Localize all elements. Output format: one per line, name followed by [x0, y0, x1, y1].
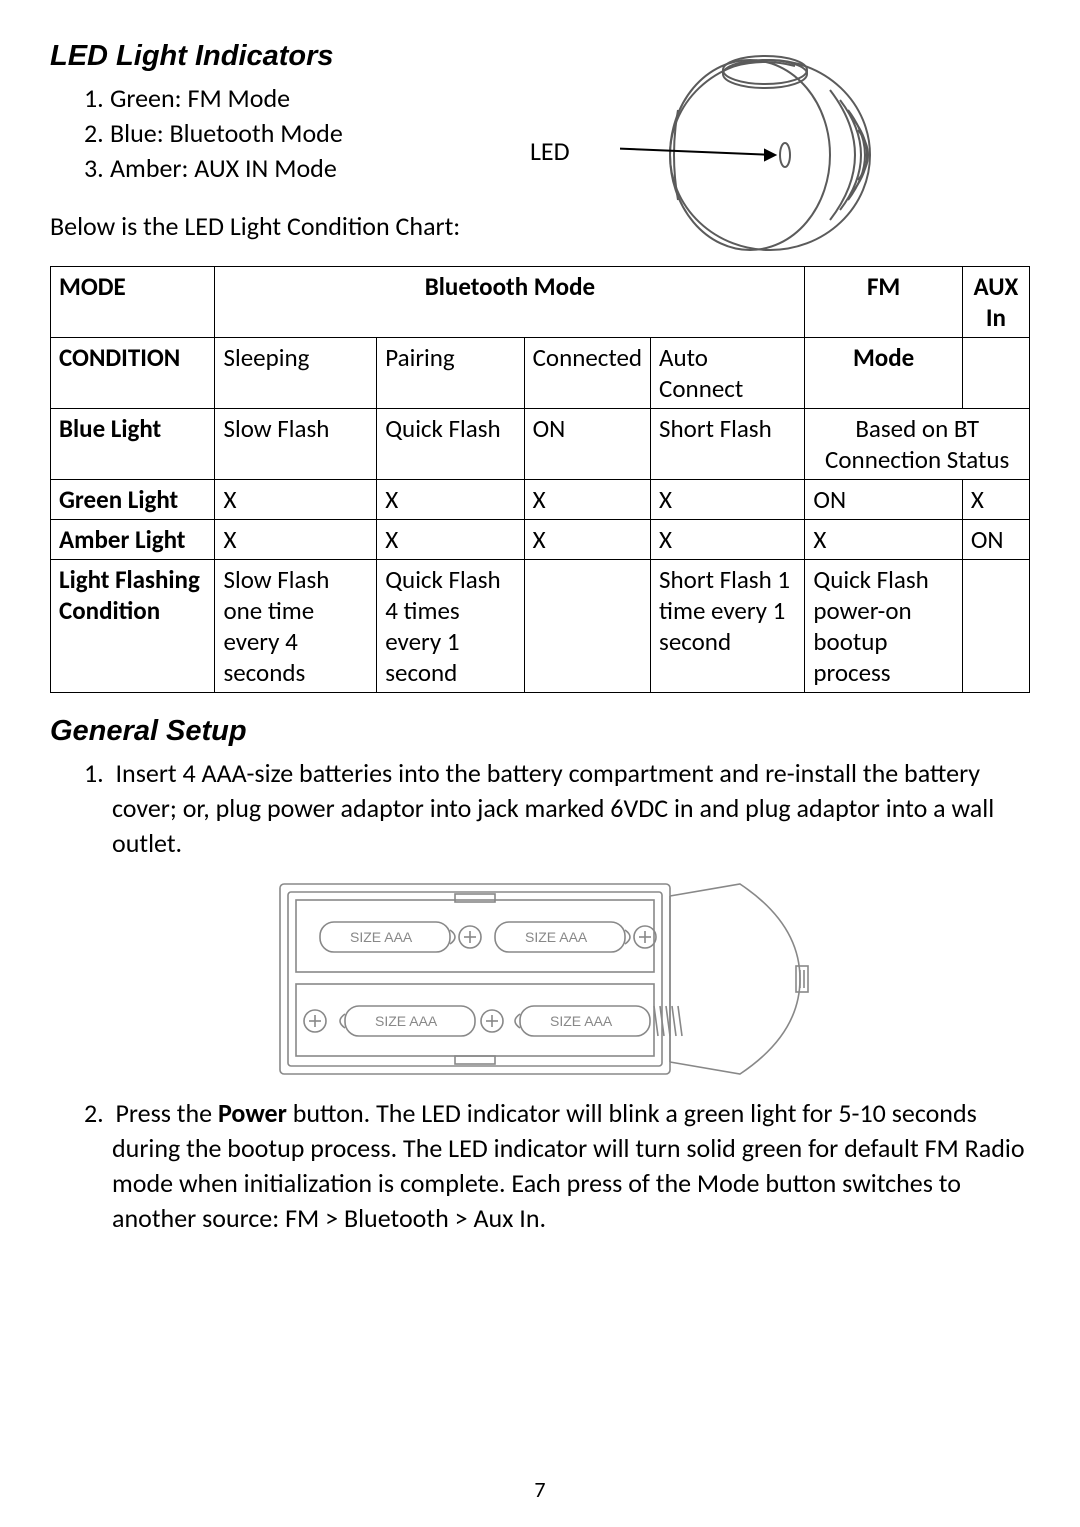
cell: Based on BT Connection Status: [805, 409, 1030, 480]
list-item: 3.Amber: AUX IN Mode: [84, 151, 490, 186]
battery-compartment-diagram: SIZE AAA SIZE AAA SIZE AAA SIZE AAA: [260, 874, 820, 1084]
chart-intro-text: Below is the LED Light Condition Chart:: [50, 210, 490, 242]
cell: X: [651, 520, 805, 560]
cell: X: [524, 480, 650, 520]
cell: X: [524, 520, 650, 560]
th-aux: AUX In: [962, 267, 1029, 338]
step-text: Press the: [116, 1097, 219, 1129]
cell: Short Flash: [651, 409, 805, 480]
led-condition-table: MODE Bluetooth Mode FM AUX In CONDITION …: [50, 266, 1030, 693]
section-title-setup: General Setup: [50, 715, 1030, 748]
cell: Quick Flash: [377, 409, 524, 480]
th-bluetooth: Bluetooth Mode: [215, 267, 805, 338]
row-label: Amber Light: [51, 520, 215, 560]
list-text: Blue: Bluetooth Mode: [110, 117, 343, 149]
cell: Quick Flash power-on bootup process: [805, 560, 962, 693]
list-text: Amber: AUX IN Mode: [110, 152, 337, 184]
cell: X: [215, 520, 377, 560]
cell: [524, 560, 650, 693]
cell: Pairing: [377, 338, 524, 409]
list-text: Green: FM Mode: [110, 82, 290, 114]
battery-label: SIZE AAA: [375, 1013, 438, 1029]
device-diagram: [620, 40, 900, 270]
cell: Slow Flash: [215, 409, 377, 480]
cell: ON: [805, 480, 962, 520]
cell: X: [377, 520, 524, 560]
cell: Connected: [524, 338, 650, 409]
cell: X: [215, 480, 377, 520]
power-button-label: Power: [218, 1097, 287, 1129]
step-text: Insert 4 AAA-size batteries into the bat…: [112, 757, 994, 859]
cell: X: [377, 480, 524, 520]
th-fm: FM: [805, 267, 962, 338]
cell: ON: [962, 520, 1029, 560]
list-item: 1.Green: FM Mode: [84, 81, 490, 116]
cell: Sleeping: [215, 338, 377, 409]
list-item: 2.Blue: Bluetooth Mode: [84, 116, 490, 151]
section-title-led: LED Light Indicators: [50, 40, 490, 73]
setup-step-2: 2. Press the Power button. The LED indic…: [84, 1096, 1030, 1236]
row-label: Blue Light: [51, 409, 215, 480]
cell: Quick Flash 4 times every 1 second: [377, 560, 524, 693]
setup-step-1: 1. Insert 4 AAA-size batteries into the …: [84, 756, 1030, 861]
cell: [962, 560, 1029, 693]
battery-label: SIZE AAA: [350, 929, 413, 945]
page-number: 7: [0, 1476, 1080, 1503]
cell: X: [651, 480, 805, 520]
cell: X: [805, 520, 962, 560]
th-mode: MODE: [51, 267, 215, 338]
row-label: Light Flashing Condition: [51, 560, 215, 693]
cell: Short Flash 1 time every 1 second: [651, 560, 805, 693]
battery-label: SIZE AAA: [550, 1013, 613, 1029]
cell: ON: [524, 409, 650, 480]
cell: X: [962, 480, 1029, 520]
led-callout-label: LED: [530, 135, 570, 167]
th-condition: CONDITION: [51, 338, 215, 409]
cell: Slow Flash one time every 4 seconds: [215, 560, 377, 693]
cell: Mode: [805, 338, 962, 409]
battery-label: SIZE AAA: [525, 929, 588, 945]
cell: [962, 338, 1029, 409]
cell: Auto Connect: [651, 338, 805, 409]
row-label: Green Light: [51, 480, 215, 520]
